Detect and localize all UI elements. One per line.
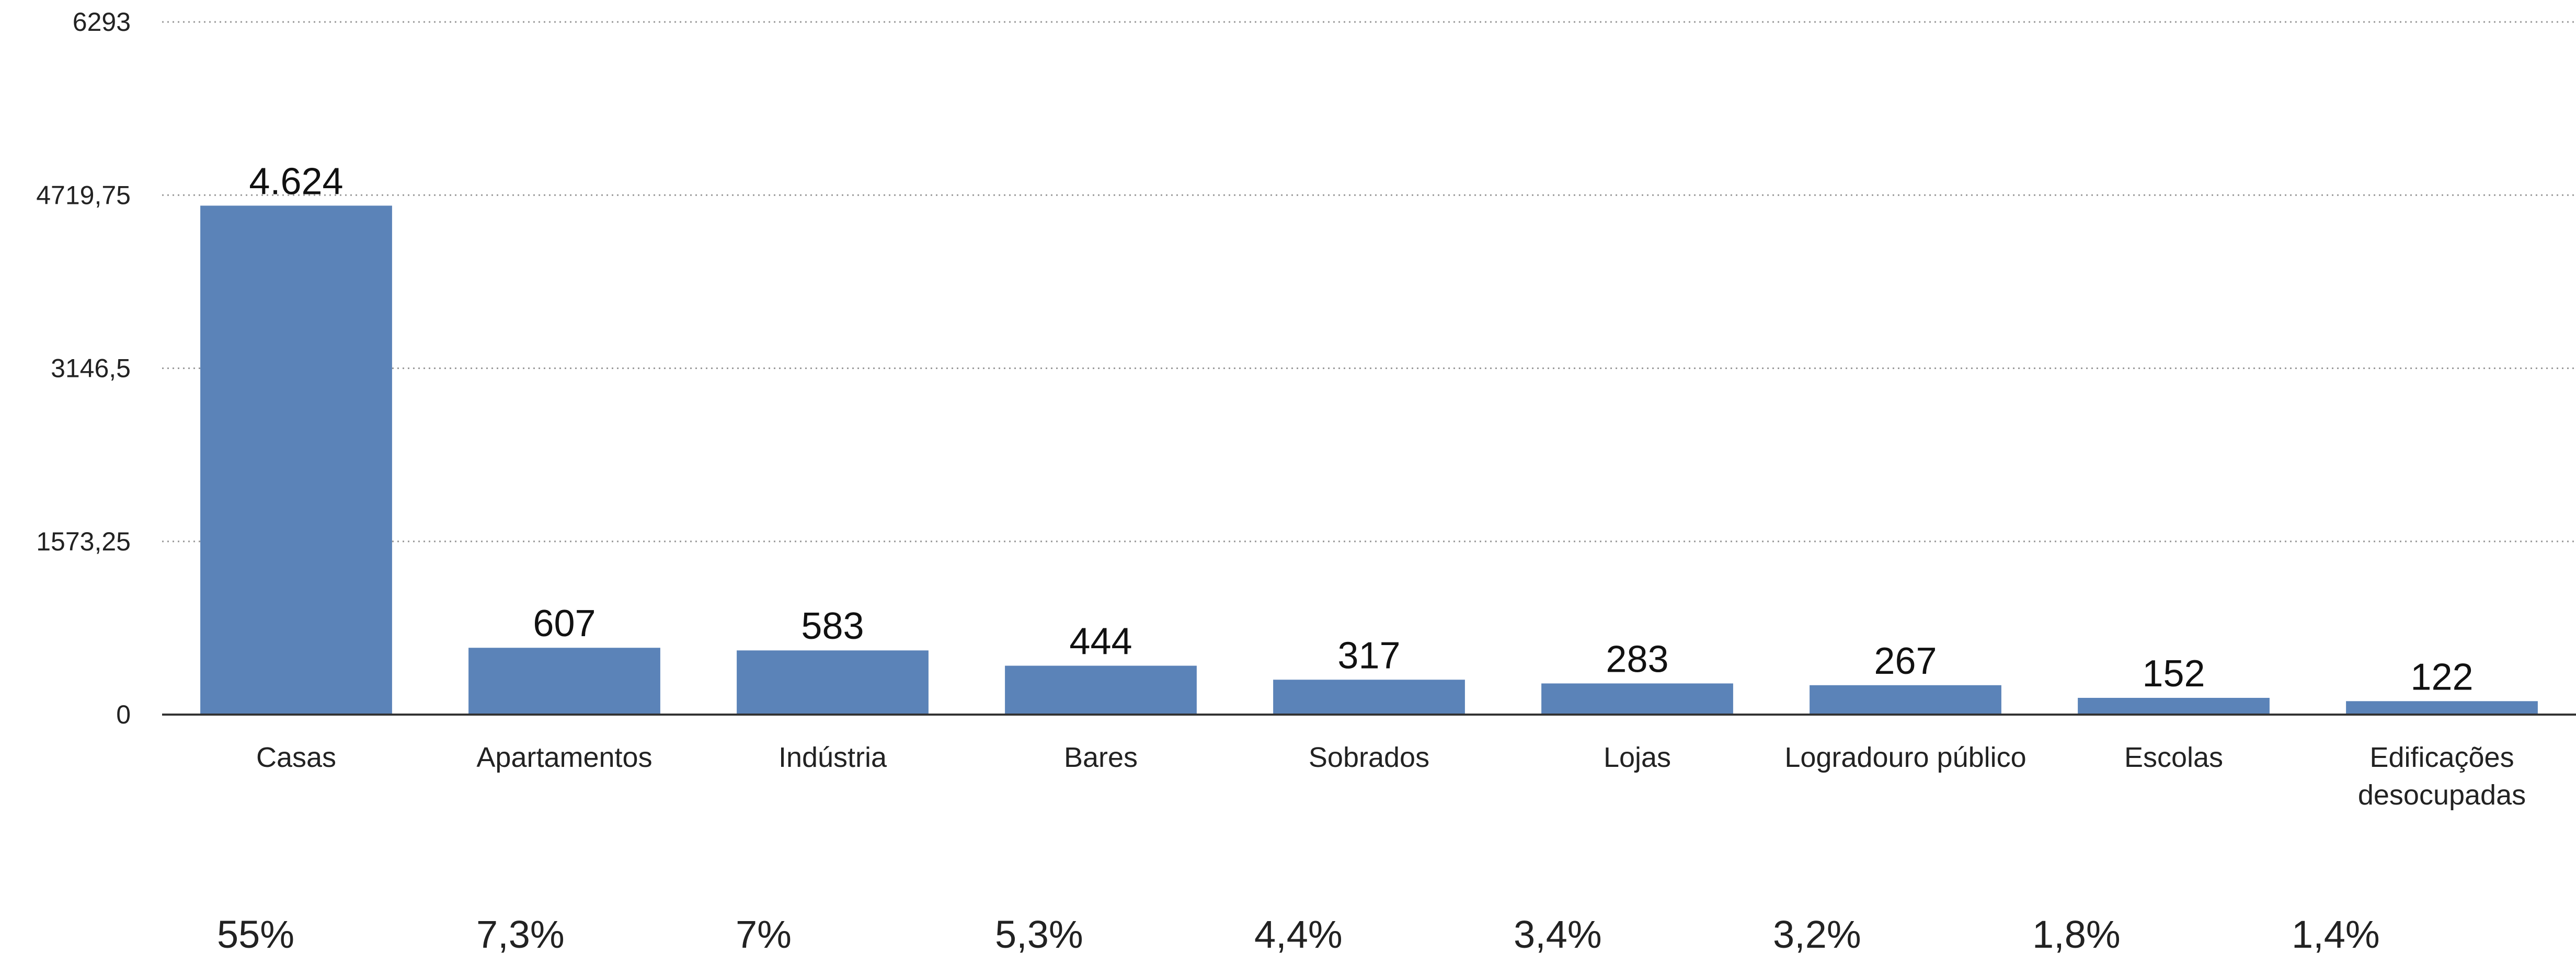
y-tick-label: 6293 (73, 7, 131, 37)
bar-value-label: 122 (2410, 656, 2473, 698)
percentage-label: 7,3% (476, 913, 565, 954)
bar-value-label: 283 (1606, 638, 1668, 680)
percentage-label: 1,4% (2292, 913, 2380, 954)
bar-value-label: 267 (1874, 640, 1937, 682)
category-label: Apartamentos (476, 742, 652, 773)
bar (1541, 683, 1733, 715)
percentage-label: 3,4% (1514, 913, 1602, 954)
bar (1273, 680, 1465, 715)
y-tick-label: 3146,5 (51, 354, 131, 383)
percentage-label: 1,8% (2032, 913, 2121, 954)
category-label: Bares (1064, 742, 1138, 773)
percentage-label: 7% (736, 913, 792, 954)
y-tick-label: 1573,25 (36, 527, 131, 556)
y-axis-tick-labels: 0 1573,25 3146,5 4719,75 6293 (36, 7, 131, 729)
bar-value-label: 4.624 (249, 160, 343, 202)
bar-value-label: 583 (801, 605, 864, 647)
y-tick-label: 0 (116, 700, 131, 729)
bar (200, 205, 392, 715)
bar-value-label: 152 (2142, 653, 2205, 695)
bar (468, 648, 660, 715)
percentage-label: 4,4% (1254, 913, 1343, 954)
bar (737, 650, 929, 715)
bar-value-labels: 4.624 607 583 444 317 283 267 152 122 (249, 160, 2473, 698)
percentage-label: 5,3% (995, 913, 1083, 954)
bar (1810, 685, 2001, 715)
bar (2078, 697, 2270, 715)
category-label: Logradouro público (1784, 742, 2026, 773)
bar-value-label: 444 (1069, 621, 1132, 663)
category-label: Sobrados (1309, 742, 1429, 773)
category-label: Indústria (778, 742, 887, 773)
percentage-labels: 55% 7,3% 7% 5,3% 4,4% 3,4% 3,2% 1,8% 1,4% (217, 913, 2380, 954)
bar-value-label: 607 (533, 603, 596, 645)
bars (200, 205, 2538, 715)
percentage-label: 3,2% (1773, 913, 1861, 954)
bar-value-label: 317 (1337, 635, 1400, 676)
category-label: Edificações desocupadas (2358, 742, 2526, 811)
percentage-label: 55% (217, 913, 294, 954)
category-label: Escolas (2124, 742, 2223, 773)
y-tick-label: 4719,75 (36, 180, 131, 210)
category-label: Casas (256, 742, 336, 773)
bar (2346, 701, 2538, 715)
bar (1005, 665, 1197, 715)
x-axis-category-labels: Casas Apartamentos Indústria Bares Sobrados L… (256, 742, 2526, 811)
gridlines (162, 21, 2576, 543)
category-label: Lojas (1604, 742, 1671, 773)
